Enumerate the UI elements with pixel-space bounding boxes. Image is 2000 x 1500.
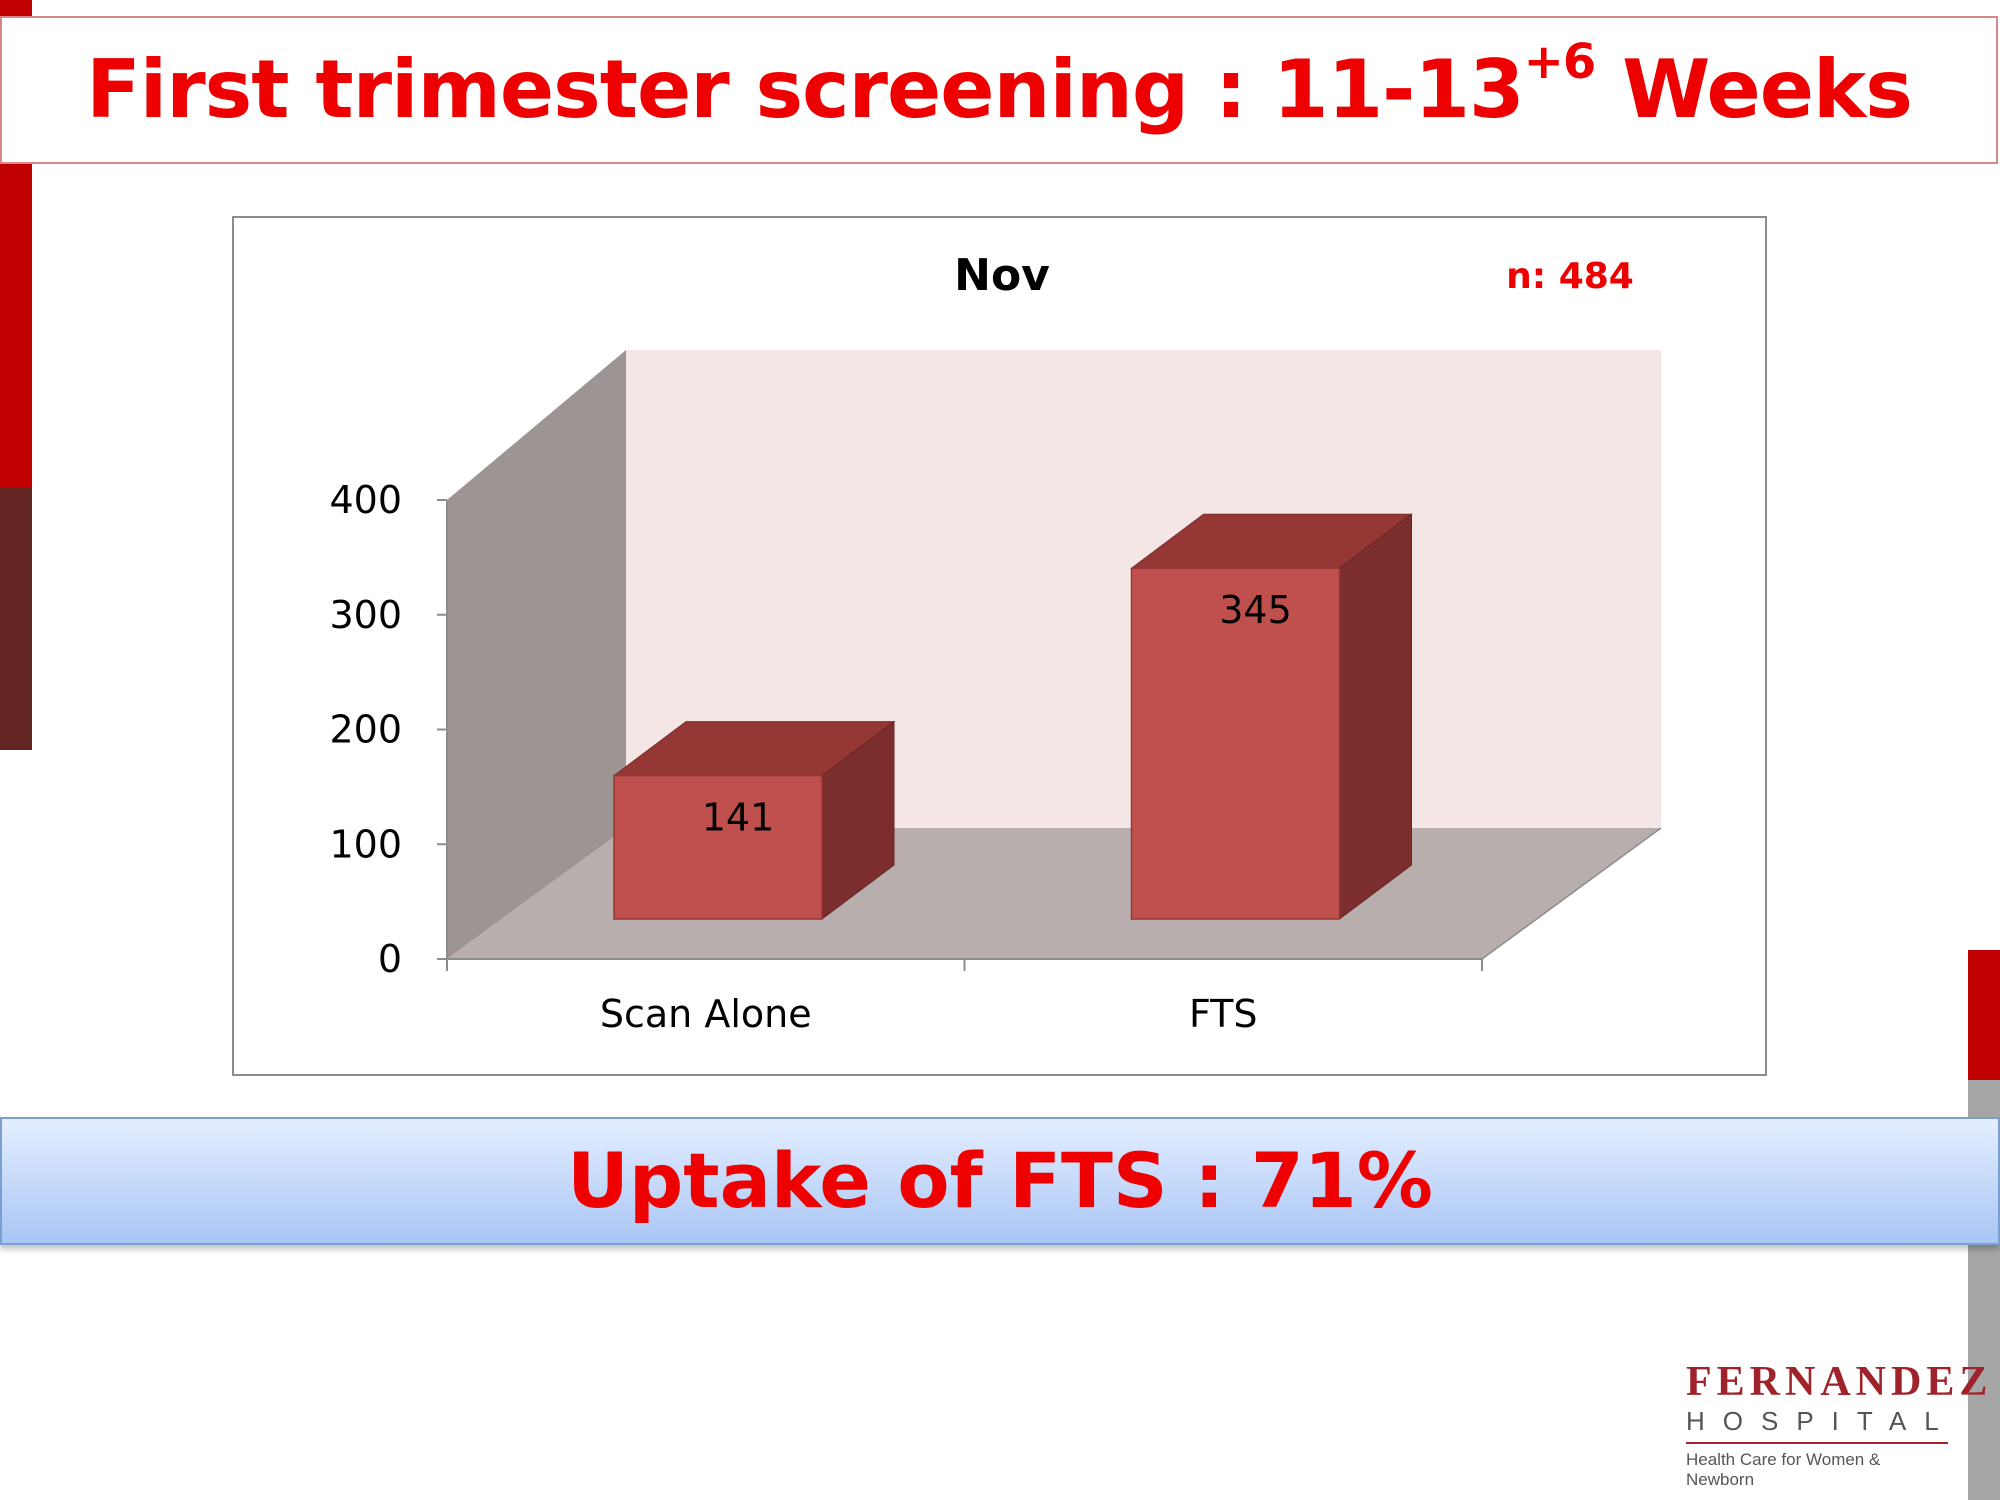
y-tick-label: 0 <box>378 937 402 981</box>
y-tick-label: 400 <box>329 478 402 522</box>
title-box: First trimester screening : 11-13+6 Week… <box>0 16 1998 164</box>
logo-tagline: Health Care for Women & Newborn <box>1686 1450 1881 1489</box>
uptake-text: Uptake of FTS : 71% <box>567 1136 1433 1225</box>
slide-title-superscript: +6 <box>1523 34 1597 90</box>
chart-side-wall <box>447 350 626 959</box>
slide-title-end: Weeks <box>1595 43 1913 136</box>
logo-name: FERNANDEZ <box>1686 1359 1993 1405</box>
bar-front-face <box>613 774 823 920</box>
y-tick-label: 300 <box>329 593 402 637</box>
bar-series: 141 345 <box>612 513 1413 920</box>
y-tick-label: 100 <box>329 822 402 866</box>
bar-front-face <box>1130 567 1341 920</box>
left-accent-bar-maroon <box>0 488 32 750</box>
bar-side-face <box>1339 513 1412 920</box>
y-tick-label: 200 <box>329 708 402 752</box>
chart-title: Nov <box>954 250 1050 301</box>
chart-frame: 0 100 200 300 400 Scan Alone FTS 141 345 Nov n… <box>232 216 1767 1076</box>
bar-data-label: 345 <box>1219 588 1292 632</box>
bar-chart: 0 100 200 300 400 Scan Alone FTS 141 345 Nov n… <box>329 250 1662 1036</box>
logo-rule <box>1686 1442 1948 1444</box>
bar-data-label: 141 <box>702 796 775 840</box>
x-category-label: FTS <box>1189 992 1258 1036</box>
y-axis-ticks: 0 100 200 300 400 <box>329 478 447 981</box>
floor-right-edge <box>1481 827 1662 960</box>
x-axis-ticks: Scan Alone FTS <box>446 959 1483 1036</box>
chart-annotation-n: n: 484 <box>1506 256 1634 297</box>
uptake-band: Uptake of FTS : 71% <box>0 1117 2000 1245</box>
slide-title-main: First trimester screening : 11-13 <box>86 43 1525 136</box>
right-accent-bar-red <box>1968 950 2000 1080</box>
logo-sub: HOSPITAL <box>1686 1406 1957 1436</box>
bar-2: 345 <box>1130 513 1413 920</box>
slide-title: First trimester screening : 11-13+6 Week… <box>2 34 1996 140</box>
bar-1: 141 <box>612 720 896 920</box>
hospital-logo: FERNANDEZ HOSPITAL Health Care for Women… <box>1686 1359 1993 1489</box>
x-category-label: Scan Alone <box>600 992 812 1036</box>
